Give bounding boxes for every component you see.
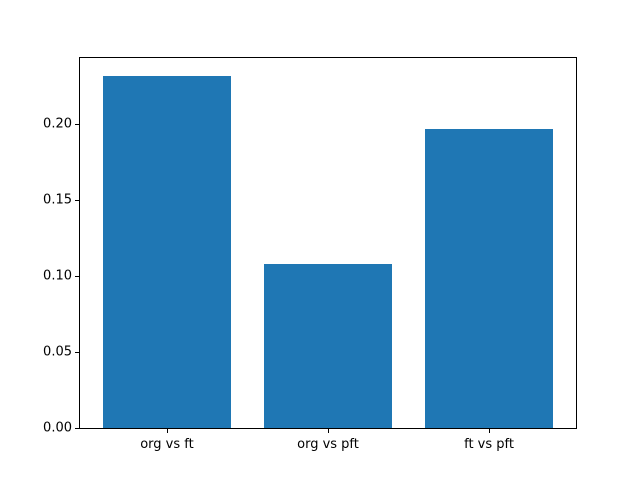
x-axis-tick-label: ft vs pft bbox=[464, 437, 514, 452]
y-axis-tick-label: 0.15 bbox=[43, 192, 72, 208]
y-axis-tick-label: 0.10 bbox=[43, 268, 72, 284]
x-axis-tick-label: org vs pft bbox=[297, 437, 359, 452]
y-axis-tick-label: 0.00 bbox=[43, 420, 72, 436]
y-axis-tick bbox=[75, 124, 79, 126]
bar-ft-vs-pft bbox=[424, 128, 554, 428]
y-axis-tick bbox=[75, 200, 79, 202]
y-axis-tick bbox=[75, 428, 79, 429]
y-axis-tick-label: 0.05 bbox=[43, 344, 72, 360]
plot-area bbox=[79, 57, 577, 429]
x-axis-tick bbox=[328, 429, 329, 433]
bar-org-vs-pft bbox=[263, 263, 393, 428]
y-axis-tick-label: 0.20 bbox=[43, 116, 72, 132]
y-axis-tick bbox=[75, 352, 79, 354]
x-axis-tick bbox=[166, 429, 168, 433]
x-axis-tick bbox=[489, 429, 491, 433]
y-axis-tick bbox=[75, 276, 79, 278]
bar-org-vs-ft bbox=[102, 75, 232, 428]
x-axis-tick-label: org vs ft bbox=[140, 437, 194, 452]
